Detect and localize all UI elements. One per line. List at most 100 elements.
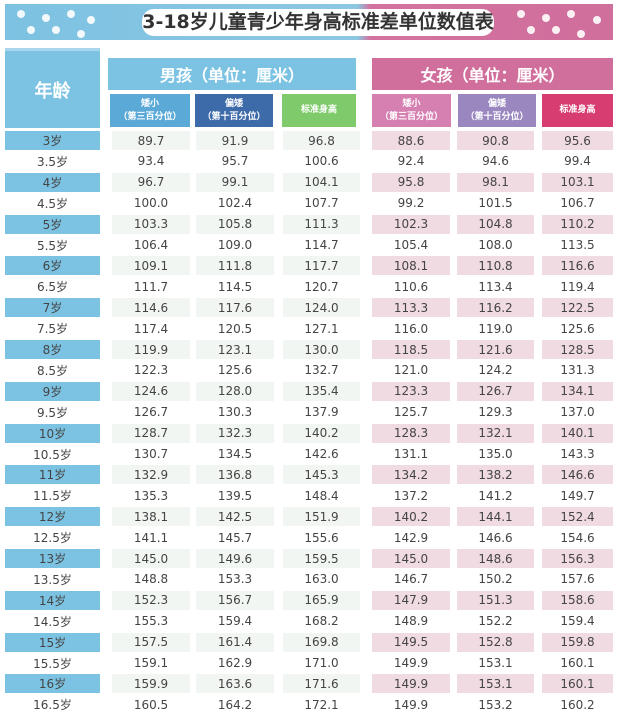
boys-short-cell: 159.1 bbox=[133, 656, 169, 670]
girls-short-cell: 137.2 bbox=[393, 488, 429, 503]
table-row: 6.5岁 111.7 114.5 120.7 110.6 113.4 119.4 bbox=[0, 276, 618, 297]
boys-standard-cell: 159.5 bbox=[283, 549, 360, 568]
header-line: （第十百分位） bbox=[202, 111, 266, 122]
boys-standard-cell: 127.1 bbox=[304, 321, 339, 336]
age-cell: 10岁 bbox=[5, 423, 100, 443]
girls-standard-cell: 131.3 bbox=[560, 363, 595, 378]
girls-below-average-cell: 144.1 bbox=[457, 507, 534, 527]
age-column-header: 年龄 bbox=[5, 48, 100, 128]
boys-standard-cell: 172.1 bbox=[304, 697, 339, 712]
age-cell: 5岁 bbox=[5, 214, 100, 234]
girls-short-cell: 140.2 bbox=[372, 507, 450, 527]
table-row: 8.5岁 122.3 125.6 132.7 121.0 124.2 131.3 bbox=[0, 360, 618, 381]
girls-standard-cell: 103.1 bbox=[542, 172, 613, 192]
girls-standard-cell: 157.6 bbox=[560, 572, 595, 587]
header-line: （第三百分位） bbox=[118, 111, 182, 122]
boys-standard-cell: 168.2 bbox=[304, 614, 339, 629]
boys-below-average-cell: 134.5 bbox=[217, 447, 253, 461]
girls-below-average-cell: 104.8 bbox=[457, 214, 534, 234]
girls-short-cell: 110.6 bbox=[393, 279, 429, 294]
table-row: 10岁 128.7 132.3 140.2 128.3 132.1 140.1 bbox=[0, 423, 618, 444]
girls-below-average-cell: 152.2 bbox=[478, 614, 513, 629]
boys-short-cell: 157.5 bbox=[112, 632, 190, 652]
girls-short-cell: 148.9 bbox=[393, 614, 429, 629]
table-row: 4岁 96.7 99.1 104.1 95.8 98.1 103.1 bbox=[0, 172, 618, 193]
boys-below-average-cell: 156.7 bbox=[196, 590, 274, 610]
table-row: 10.5岁 130.7 134.5 142.6 131.1 135.0 143.3 bbox=[0, 444, 618, 465]
table-row: 5岁 103.3 105.8 111.3 102.3 104.8 110.2 bbox=[0, 214, 618, 235]
boys-below-average-cell: 159.4 bbox=[217, 614, 253, 629]
boys-standard-cell: 171.6 bbox=[283, 674, 360, 694]
boys-below-average-cell: 105.8 bbox=[196, 214, 274, 234]
girls-standard-cell: 128.5 bbox=[542, 340, 613, 359]
dot-decoration bbox=[577, 30, 585, 38]
girls-standard-cell: 160.1 bbox=[560, 656, 595, 670]
girls-short-cell: 134.2 bbox=[372, 465, 450, 485]
header-line: 偏矮 bbox=[487, 98, 506, 109]
age-cell: 11岁 bbox=[5, 465, 100, 485]
girls-standard-cell: 160.2 bbox=[560, 697, 595, 712]
girls-below-average-cell: 101.5 bbox=[478, 196, 513, 211]
girls-short-cell: 125.7 bbox=[393, 405, 429, 420]
boys-standard-cell: 135.4 bbox=[283, 381, 360, 401]
table-row: 9.5岁 126.7 130.3 137.9 125.7 129.3 137.0 bbox=[0, 402, 618, 423]
boys-below-average-cell: 145.7 bbox=[217, 530, 253, 545]
header-line: 矮小 bbox=[140, 98, 159, 109]
boys-short-cell: 132.9 bbox=[112, 465, 190, 485]
boys-short-cell: 96.7 bbox=[112, 172, 190, 192]
boys-short-cell: 114.6 bbox=[112, 298, 190, 318]
boys-below-average-cell: 99.1 bbox=[196, 172, 274, 192]
girls-standard-cell: 134.1 bbox=[542, 381, 613, 401]
boys-below-average-cell: 163.6 bbox=[196, 674, 274, 694]
table-row: 14岁 152.3 156.7 165.9 147.9 151.3 158.6 bbox=[0, 590, 618, 611]
age-cell: 16岁 bbox=[5, 674, 100, 694]
age-cell: 4.5岁 bbox=[36, 196, 69, 211]
boys-short-cell: 111.7 bbox=[133, 279, 169, 294]
boys-below-average-cell: 162.9 bbox=[217, 656, 253, 670]
table-row: 3.5岁 93.4 95.7 100.6 92.4 94.6 99.4 bbox=[0, 151, 618, 172]
boys-short-cell: 103.3 bbox=[112, 214, 190, 234]
boys-standard-cell: 124.0 bbox=[283, 298, 360, 318]
boys-standard-cell: 107.7 bbox=[304, 196, 339, 211]
boys-short-header: 矮小 （第三百分位） bbox=[110, 94, 190, 127]
girls-short-cell: 108.1 bbox=[372, 256, 450, 276]
boys-short-cell: 141.1 bbox=[133, 530, 169, 545]
boys-below-average-cell: 111.8 bbox=[196, 256, 274, 276]
age-cell: 15岁 bbox=[5, 632, 100, 652]
boys-short-cell: 160.5 bbox=[133, 697, 169, 712]
girls-below-average-cell: 116.2 bbox=[457, 298, 534, 318]
girls-below-average-cell: 132.1 bbox=[457, 423, 534, 443]
boys-below-average-cell: 95.7 bbox=[221, 154, 249, 169]
dot-decoration bbox=[542, 14, 550, 22]
girls-standard-cell: 116.6 bbox=[542, 256, 613, 276]
dot-decoration bbox=[567, 10, 575, 18]
dot-decoration bbox=[27, 26, 35, 34]
table-row: 6岁 109.1 111.8 117.7 108.1 110.8 116.6 bbox=[0, 255, 618, 276]
boys-standard-cell: 145.3 bbox=[283, 465, 360, 485]
table-row: 16岁 159.9 163.6 171.6 149.9 153.1 160.1 bbox=[0, 673, 618, 694]
age-cell: 10.5岁 bbox=[33, 447, 72, 462]
girls-below-average-cell: 146.6 bbox=[478, 530, 513, 545]
boys-standard-cell: 165.9 bbox=[283, 590, 360, 610]
girls-below-average-cell: 148.6 bbox=[457, 549, 534, 568]
girls-below-average-cell: 113.4 bbox=[478, 279, 513, 294]
girls-standard-cell: 149.7 bbox=[560, 488, 595, 503]
boys-standard-header: 标准身高 bbox=[282, 94, 356, 127]
girls-short-cell: 95.8 bbox=[372, 172, 450, 192]
boys-standard-cell: 111.3 bbox=[283, 214, 360, 234]
girls-below-average-cell: 153.1 bbox=[478, 656, 513, 670]
boys-standard-cell: 169.8 bbox=[283, 632, 360, 652]
girls-below-average-cell: 138.2 bbox=[457, 465, 534, 485]
boys-below-average-cell: 117.6 bbox=[196, 298, 274, 318]
boys-standard-cell: 130.0 bbox=[283, 340, 360, 359]
table-row: 8岁 119.9 123.1 130.0 118.5 121.6 128.5 bbox=[0, 339, 618, 360]
girls-standard-cell: 110.2 bbox=[542, 214, 613, 234]
girls-short-cell: 99.2 bbox=[397, 196, 425, 211]
boys-short-cell: 159.9 bbox=[112, 674, 190, 694]
girls-below-average-cell: 141.2 bbox=[478, 488, 513, 503]
dot-decoration bbox=[593, 16, 601, 24]
boys-short-cell: 145.0 bbox=[112, 549, 190, 568]
girls-short-cell: 102.3 bbox=[372, 214, 450, 234]
age-cell: 13岁 bbox=[5, 549, 100, 568]
girls-standard-cell: 143.3 bbox=[560, 447, 595, 461]
